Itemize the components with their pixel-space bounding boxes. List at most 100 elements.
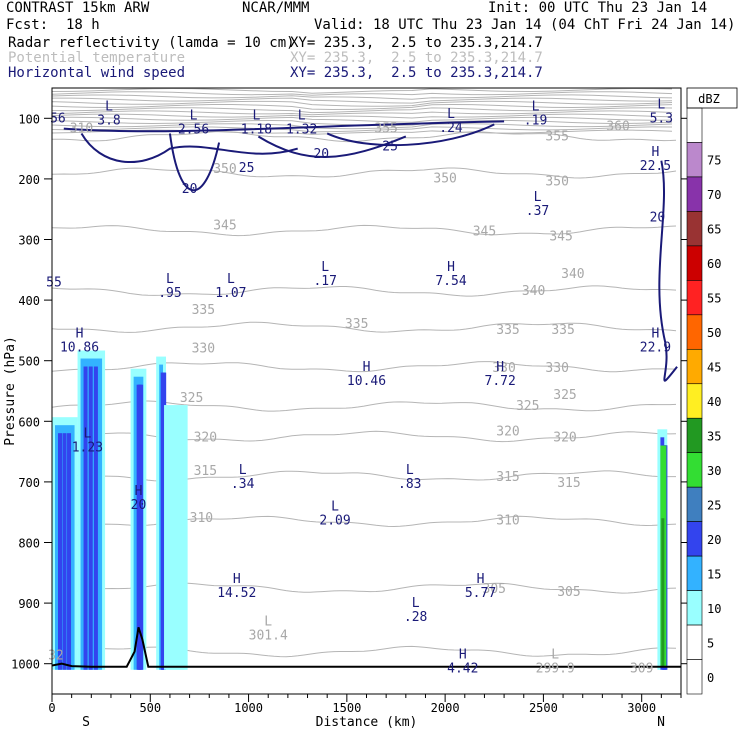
theta-label: 345 <box>549 229 572 244</box>
extremum-marker: L <box>264 614 272 629</box>
extremum-value: 3.8 <box>97 113 120 128</box>
extremum-marker: L <box>190 108 198 123</box>
extremum-marker: L <box>534 190 542 205</box>
extremum-value: 22.9 <box>640 341 671 356</box>
reflectivity-core <box>58 433 62 670</box>
extremum-value: .19 <box>524 113 547 128</box>
theta-upper-line <box>52 110 673 116</box>
theta-upper-line <box>52 100 673 107</box>
wind-contour <box>168 133 221 192</box>
y-tick-label: 500 <box>18 355 40 369</box>
theta-upper-line <box>52 104 673 110</box>
extremum-marker: L <box>321 260 329 275</box>
extremum-marker: L <box>253 108 261 123</box>
y-tick-label: 300 <box>18 234 40 248</box>
wind-speed-label: 20 <box>182 182 198 197</box>
wind-speed-label: 25 <box>239 161 255 176</box>
theta-label: 350 <box>213 162 236 177</box>
colorbar-tick-label: 50 <box>707 326 721 340</box>
theta-label: 315 <box>496 470 519 485</box>
extremum-marker: H <box>652 145 660 160</box>
extremum-marker: L <box>657 97 665 112</box>
wind-contour <box>658 160 678 382</box>
colorbar-swatch <box>686 107 703 143</box>
extremum-marker: L <box>331 499 339 514</box>
extremum-marker: H <box>477 572 485 587</box>
extremum-value: 10.86 <box>60 341 99 356</box>
theta-label: 355 <box>374 121 397 136</box>
colorbar-tick-label: 60 <box>707 257 721 271</box>
extremum-marker: H <box>652 327 660 342</box>
colorbar-swatch <box>686 245 703 281</box>
theta-label: 330 <box>192 341 215 356</box>
theta-upper-line <box>52 91 673 96</box>
reflectivity-core <box>67 433 72 670</box>
theta-isentrope <box>52 470 676 482</box>
theta-isentrope <box>52 582 677 594</box>
extremum-marker: L <box>227 272 235 287</box>
theta-label: 345 <box>213 218 236 233</box>
extremum-marker: L <box>298 108 306 123</box>
colorbar-swatch <box>686 348 703 385</box>
theta-label: 320 <box>553 430 576 445</box>
reflectivity-core <box>139 384 144 670</box>
extremum-marker: L <box>406 463 414 478</box>
reflectivity-core <box>160 372 165 670</box>
colorbar-tick-label: 0 <box>707 671 714 685</box>
extremum-marker: H <box>135 484 143 499</box>
reflectivity-cell <box>167 413 185 670</box>
y-tick-label: 900 <box>18 597 40 611</box>
colorbar-swatch <box>686 142 703 178</box>
theta-label: 350 <box>545 175 568 190</box>
extremum-value: 1.32 <box>286 122 317 137</box>
extremum-marker: H <box>363 360 371 375</box>
theta-label: 325 <box>516 399 539 414</box>
terrain-line <box>52 626 681 668</box>
theta-upper-line <box>52 97 673 104</box>
extremum-value: 22.5 <box>640 159 671 174</box>
theta-label: 340 <box>522 284 545 299</box>
colorbar-tick-label: 65 <box>707 223 721 237</box>
colorbar-swatch <box>686 555 703 591</box>
theta-label: 310 <box>496 513 519 528</box>
theta-label: 360 <box>606 120 629 135</box>
extremum-value: 2.09 <box>319 513 350 528</box>
field-wind-xy: XY= 235.3, 2.5 to 235.3,214.7 <box>290 65 543 81</box>
extremum-marker: L <box>412 596 420 611</box>
x-tick-label: 0 <box>48 701 55 715</box>
extremum-value: 5.77 <box>465 586 496 601</box>
theta-label: 32 <box>48 649 64 664</box>
colorbar-swatch <box>686 659 703 695</box>
colorbar-unit: dBZ <box>698 92 720 106</box>
theta-label: 325 <box>553 388 576 403</box>
extremum-value: 309 <box>630 662 653 677</box>
colorbar-tick-label: 10 <box>707 602 721 616</box>
reflectivity-core <box>62 433 67 670</box>
extremum-value: 1.23 <box>72 441 103 456</box>
theta-isentrope <box>52 645 677 658</box>
theta-isentrope <box>52 400 677 412</box>
theta-label: 335 <box>551 323 574 338</box>
theta-upper-line <box>52 94 673 100</box>
field-wind: Horizontal wind speed <box>8 65 186 81</box>
extremum-marker: L <box>447 107 455 122</box>
reflectivity-core-35 <box>661 518 665 667</box>
theta-isentrope <box>52 321 677 333</box>
theta-isentrope <box>52 430 677 443</box>
wind-speed-label: 25 <box>382 140 398 155</box>
y-tick-label: 1000 <box>11 658 40 672</box>
extremum-value: 1.07 <box>215 286 246 301</box>
x-tick-label: 2500 <box>529 701 558 715</box>
colorbar-tick-label: 75 <box>707 154 721 168</box>
colorbar-swatch <box>686 176 703 212</box>
wind-speed-label: 20 <box>650 210 666 225</box>
theta-label: 330 <box>492 361 515 376</box>
theta-label: 345 <box>473 224 496 239</box>
plot-area <box>52 88 681 670</box>
extremum-marker: L <box>532 99 540 114</box>
theta-label: 330 <box>545 361 568 376</box>
x-axis-label: Distance (km) <box>316 715 418 730</box>
extremum-value: .34 <box>231 477 255 492</box>
x-tick-label: 1000 <box>234 701 263 715</box>
theta-upper-line <box>52 107 673 114</box>
